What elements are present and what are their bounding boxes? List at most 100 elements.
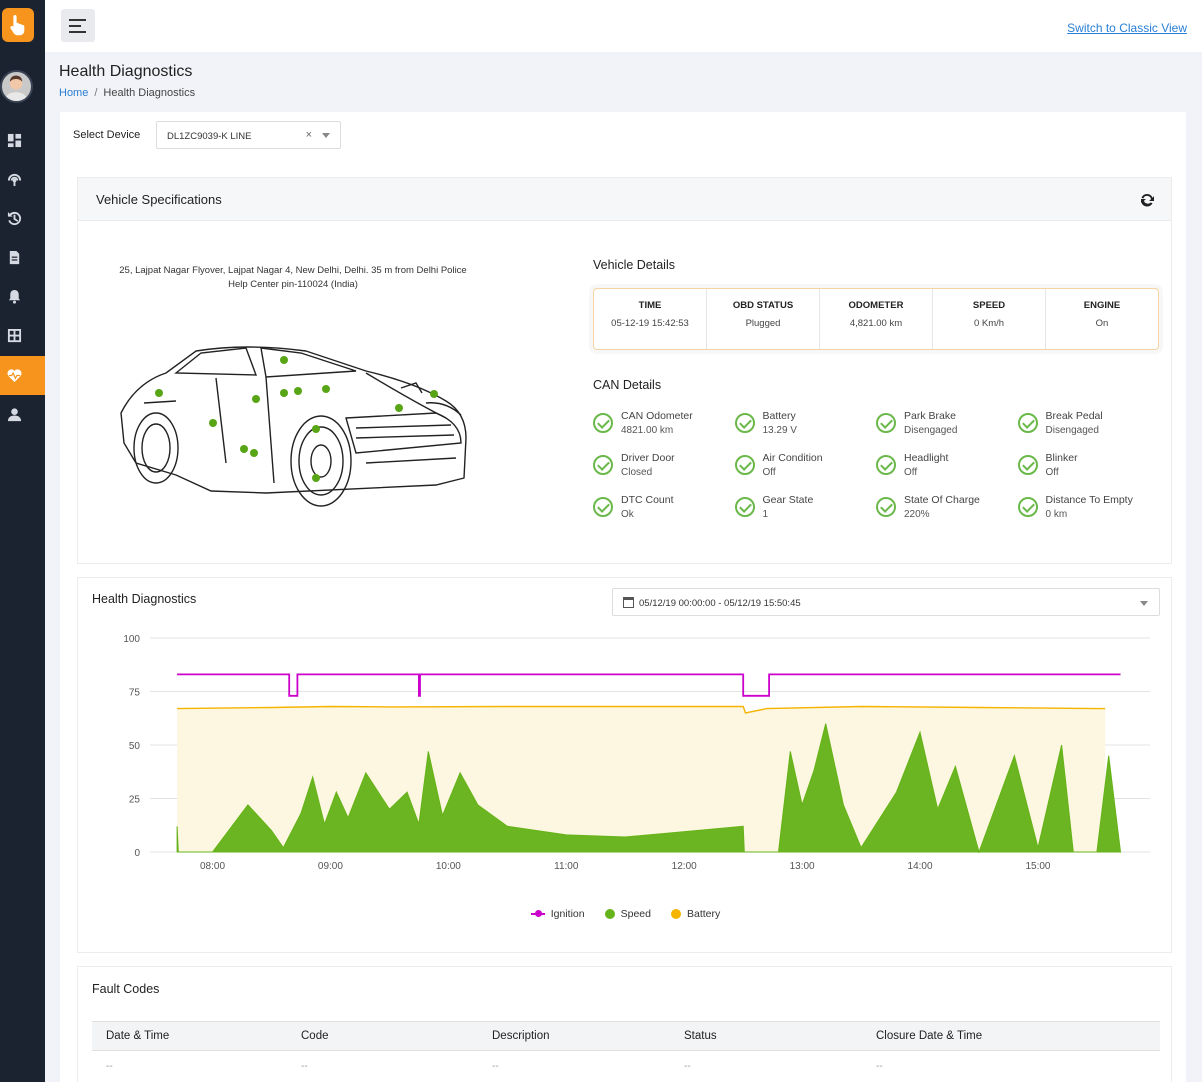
table-row: -- -- -- -- -- bbox=[92, 1051, 1160, 1081]
check-circle-icon bbox=[593, 497, 613, 517]
x-tick-label: 15:00 bbox=[1025, 861, 1050, 872]
chart-legend: Ignition Speed Battery bbox=[78, 908, 1173, 920]
battery-line bbox=[177, 705, 1106, 714]
check-circle-icon bbox=[1017, 413, 1038, 433]
check-circle-icon bbox=[734, 497, 755, 517]
fault-codes-table: Date & Time Code Description Status Clos… bbox=[92, 1021, 1160, 1081]
health-diagnostics-title: Health Diagnostics bbox=[92, 592, 197, 606]
y-tick-label: 100 bbox=[123, 634, 140, 645]
check-circle-icon bbox=[593, 455, 613, 475]
table-cell: -- bbox=[301, 1060, 308, 1072]
y-tick-label: 25 bbox=[129, 795, 141, 806]
device-select-value: DL1ZC9039-K LINE bbox=[167, 131, 252, 142]
vehicle-specifications-card: Vehicle Specifications 25, Lajpat Nagar … bbox=[77, 177, 1172, 564]
can-item: State Of Charge 220% bbox=[876, 494, 1018, 522]
sidebar-item-alerts[interactable] bbox=[0, 277, 45, 316]
vehicle-detail-engine: ENGINE On bbox=[1083, 300, 1121, 329]
speed-area bbox=[176, 723, 1122, 854]
sidebar-item-users[interactable] bbox=[0, 395, 45, 434]
can-item: Headlight Off bbox=[876, 452, 1018, 480]
breadcrumb: Home / Health Diagnostics bbox=[59, 87, 196, 99]
column-header[interactable]: Closure Date & Time bbox=[876, 1030, 983, 1042]
vehicle-details-table: TIME 05-12-19 15:42:53 OBD STATUS Plugged … bbox=[593, 288, 1159, 350]
app-logo[interactable] bbox=[2, 8, 34, 42]
can-item: DTC Count Ok bbox=[593, 494, 735, 522]
chevron-down-icon[interactable] bbox=[322, 133, 330, 138]
document-icon bbox=[9, 250, 20, 265]
column-header[interactable]: Date & Time bbox=[106, 1030, 170, 1042]
can-item: Distance To Empty 0 km bbox=[1017, 494, 1160, 522]
can-details-grid: CAN Odometer 4821.00 km Battery 13.29 V Pa… bbox=[593, 410, 1163, 522]
vehicle-detail-speed: SPEED 0 Km/h bbox=[933, 289, 1046, 349]
refresh-icon[interactable] bbox=[1139, 192, 1155, 208]
x-tick-label: 14:00 bbox=[908, 861, 933, 872]
check-circle-icon bbox=[1017, 455, 1038, 475]
check-circle-icon bbox=[876, 455, 896, 475]
can-item: Air Condition Off bbox=[734, 452, 877, 480]
signal-icon bbox=[7, 173, 22, 187]
calendar-icon bbox=[623, 597, 634, 608]
legend-ignition[interactable]: Ignition bbox=[530, 908, 585, 920]
x-tick-label: 10:00 bbox=[436, 861, 461, 872]
sidebar-item-dashboard[interactable] bbox=[0, 121, 45, 160]
x-tick-label: 12:00 bbox=[672, 861, 697, 872]
breadcrumb-home[interactable]: Home bbox=[59, 87, 89, 99]
vehicle-detail-obd-status: OBD STATUS Plugged bbox=[707, 289, 820, 349]
table-cell: -- bbox=[106, 1060, 113, 1072]
user-icon bbox=[7, 408, 22, 422]
select-device-label: Select Device bbox=[73, 129, 141, 141]
date-range-picker[interactable]: 05/12/19 00:00:00 - 05/12/19 15:50:45 bbox=[612, 588, 1160, 616]
top-bar: Switch to Classic View bbox=[45, 0, 1202, 52]
can-item: Park Brake Disengaged bbox=[876, 410, 1018, 438]
sidebar-item-history[interactable] bbox=[0, 199, 45, 238]
can-item: Gear State 1 bbox=[734, 494, 877, 522]
sidebar-item-tracking[interactable] bbox=[0, 160, 45, 199]
grid-icon bbox=[7, 328, 22, 343]
bell-icon bbox=[8, 289, 21, 304]
fault-codes-header: Date & Time Code Description Status Clos… bbox=[92, 1021, 1160, 1051]
vehicle-detail-time: TIME 05-12-19 15:42:53 bbox=[594, 289, 707, 349]
car-illustration bbox=[120, 346, 467, 507]
check-circle-icon bbox=[593, 413, 613, 433]
sidebar-item-grid[interactable] bbox=[0, 316, 45, 355]
y-tick-label: 50 bbox=[129, 741, 141, 752]
x-tick-label: 09:00 bbox=[318, 861, 343, 872]
chevron-down-icon[interactable] bbox=[1140, 601, 1148, 606]
ignition-line bbox=[177, 673, 1121, 697]
sidebar-item-reports[interactable] bbox=[0, 238, 45, 277]
legend-battery[interactable]: Battery bbox=[670, 908, 720, 920]
main-content: Select Device DL1ZC9039-K LINE × Vehicle… bbox=[60, 112, 1186, 1082]
hand-pointer-icon bbox=[10, 15, 25, 36]
device-select[interactable]: DL1ZC9039-K LINE × bbox=[156, 121, 341, 149]
can-item: Break Pedal Disengaged bbox=[1017, 410, 1160, 438]
fault-codes-card: Fault Codes Date & Time Code Description… bbox=[77, 966, 1172, 1082]
vehicle-details-title: Vehicle Details bbox=[593, 258, 675, 272]
table-cell: -- bbox=[492, 1060, 499, 1072]
page-title: Health Diagnostics bbox=[59, 63, 193, 80]
table-cell: -- bbox=[876, 1060, 883, 1072]
check-circle-icon bbox=[734, 413, 755, 433]
check-circle-icon bbox=[734, 455, 755, 475]
clear-icon[interactable]: × bbox=[305, 129, 312, 141]
sidebar bbox=[0, 0, 45, 1082]
legend-speed[interactable]: Speed bbox=[604, 908, 651, 920]
switch-classic-view-link[interactable]: Switch to Classic View bbox=[1067, 21, 1187, 35]
vehicle-specifications-header: Vehicle Specifications bbox=[78, 178, 1171, 221]
dashboard-icon bbox=[7, 133, 22, 148]
menu-toggle-button[interactable] bbox=[61, 9, 95, 42]
heartbeat-icon bbox=[7, 369, 22, 383]
column-header[interactable]: Code bbox=[301, 1030, 329, 1042]
history-icon bbox=[7, 211, 22, 226]
can-item: Blinker Off bbox=[1017, 452, 1160, 480]
column-header[interactable]: Description bbox=[492, 1030, 550, 1042]
sidebar-item-health[interactable] bbox=[0, 356, 45, 395]
fault-codes-title: Fault Codes bbox=[92, 982, 160, 996]
breadcrumb-current: Health Diagnostics bbox=[103, 87, 196, 99]
column-header[interactable]: Status bbox=[684, 1030, 717, 1042]
can-item: CAN Odometer 4821.00 km bbox=[593, 410, 735, 438]
x-tick-label: 11:00 bbox=[554, 861, 579, 872]
check-circle-icon bbox=[876, 497, 896, 517]
can-item: Driver Door Closed bbox=[593, 452, 735, 480]
date-range-value: 05/12/19 00:00:00 - 05/12/19 15:50:45 bbox=[639, 598, 801, 609]
user-avatar[interactable] bbox=[0, 70, 33, 103]
